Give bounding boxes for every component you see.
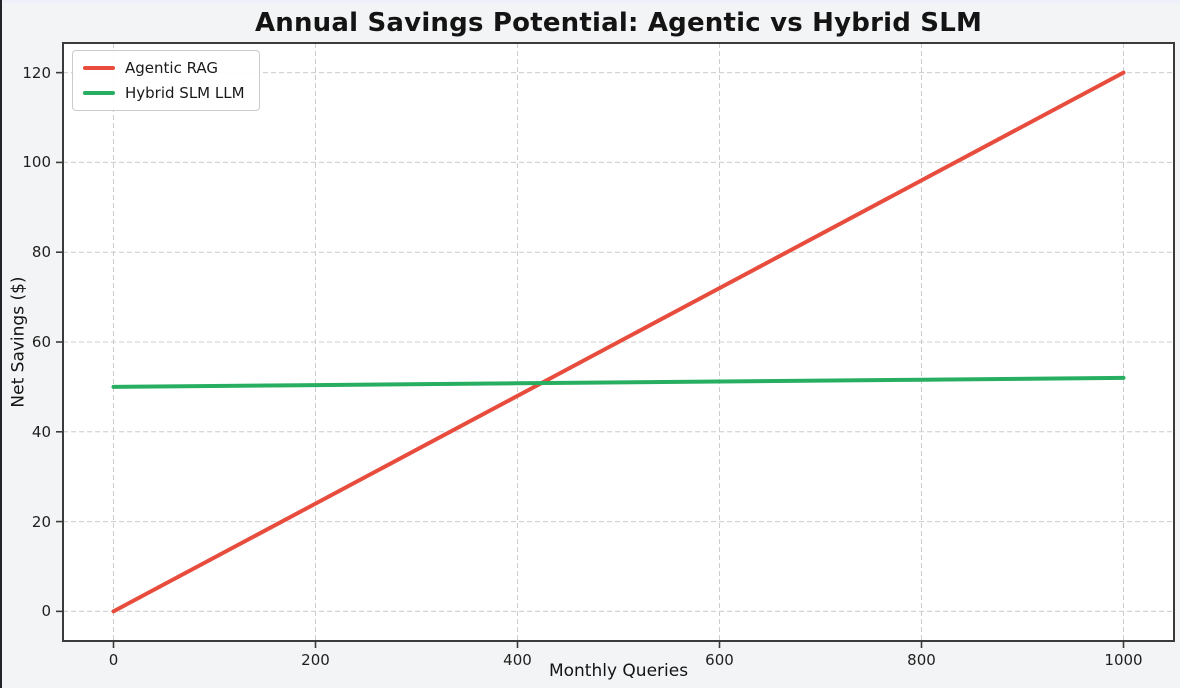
window-left-edge	[0, 0, 2, 688]
x-tick-label: 600	[705, 651, 734, 669]
y-tick-label: 60	[31, 333, 51, 351]
x-axis-label: Monthly Queries	[548, 661, 689, 681]
legend-line-swatch-hybrid-slm	[83, 91, 115, 95]
y-tick-label: 0	[41, 602, 51, 621]
legend: Agentic RAG Hybrid SLM LLM	[72, 50, 260, 111]
series-line-agentic-rag	[111, 70, 1126, 614]
legend-line-swatch-agentic-rag	[83, 66, 115, 70]
y-tick-label: 20	[31, 512, 51, 531]
window-top-edge	[0, 0, 1180, 3]
y-axis-label: Net Savings ($)	[1, 43, 37, 641]
x-tick-label: 200	[301, 651, 330, 669]
x-tick-label: 400	[503, 651, 532, 669]
x-tick-label: 1000	[1104, 651, 1143, 669]
chart-title: Annual Savings Potential: Agentic vs Hyb…	[254, 8, 983, 38]
y-tick-label: 120	[22, 63, 51, 82]
legend-label-agentic-rag: Agentic RAG	[125, 59, 219, 77]
y-tick-label: 40	[31, 422, 51, 441]
legend-label-hybrid-slm: Hybrid SLM LLM	[125, 84, 245, 102]
x-tick-label: 800	[907, 651, 936, 669]
legend-item-hybrid-slm: Hybrid SLM LLM	[83, 84, 245, 102]
y-tick-label: 80	[31, 243, 51, 262]
legend-item-agentic-rag: Agentic RAG	[83, 59, 245, 77]
series-line-hybrid-slm-llm	[111, 375, 1126, 389]
y-tick-label: 100	[22, 153, 51, 172]
y-axis-label-text: Net Savings ($)	[9, 276, 29, 408]
x-tick-label: 0	[108, 651, 119, 669]
